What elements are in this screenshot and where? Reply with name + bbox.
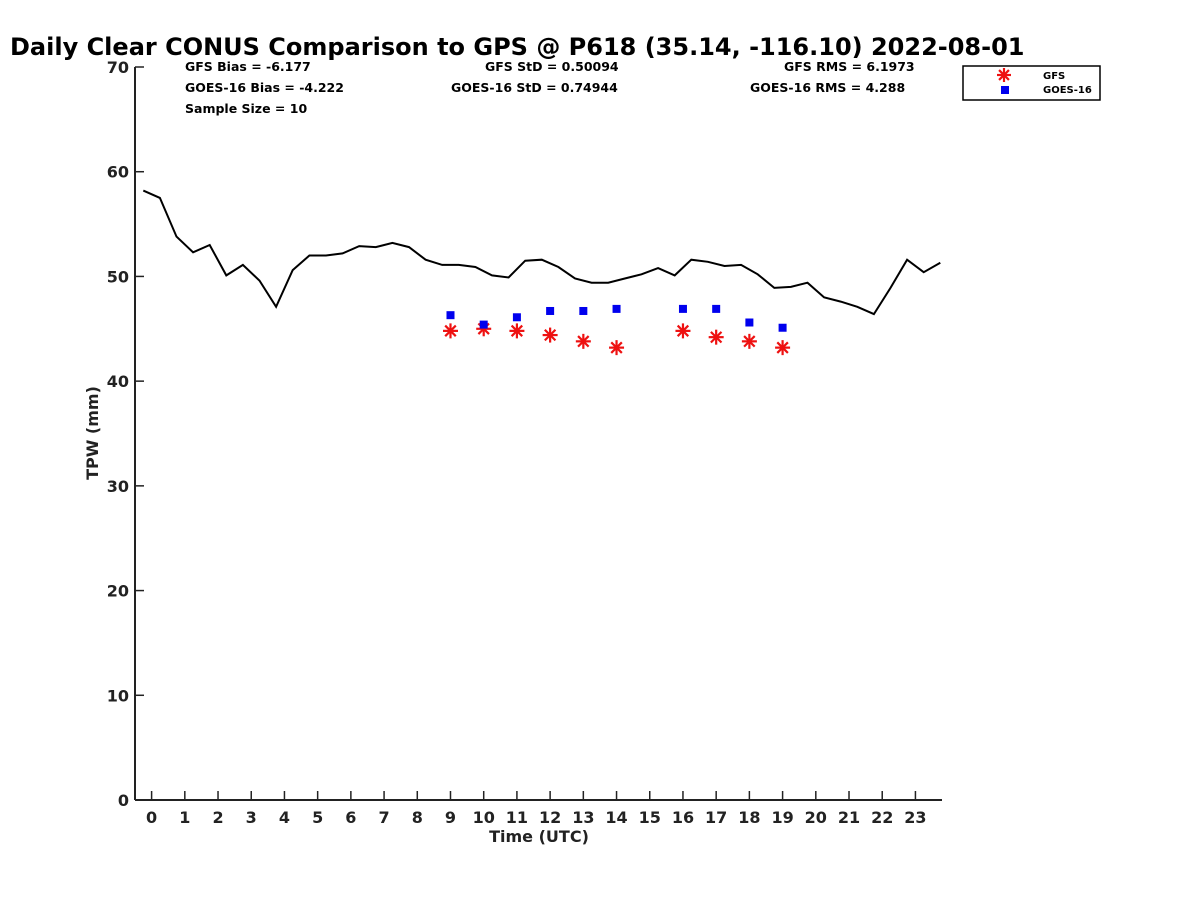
x-tick-label: 9 <box>445 808 456 827</box>
gfs-point <box>442 323 458 339</box>
gfs-point <box>775 340 791 356</box>
asterisk-stroke <box>676 324 690 337</box>
goes-point <box>512 313 521 322</box>
asterisk-stroke <box>577 335 590 348</box>
goes-std-text: GOES-16 StD = 0.74944 <box>451 80 618 95</box>
asterisk-stroke <box>544 328 557 342</box>
x-tick-label: 3 <box>246 808 257 827</box>
asterisk-stroke <box>510 324 523 337</box>
goes-point <box>712 304 721 313</box>
legend-label-goes: GOES-16 <box>1043 85 1092 96</box>
gfs-bias-text: GFS Bias = -6.177 <box>185 59 311 74</box>
x-tick-label: 7 <box>379 808 390 827</box>
x-tick-label: 4 <box>279 808 290 827</box>
goes-point <box>778 323 787 332</box>
y-tick-label: 70 <box>107 58 129 77</box>
x-tick-label: 1 <box>179 808 190 827</box>
x-tick-label: 19 <box>771 808 793 827</box>
gfs-point <box>509 323 525 339</box>
x-tick-label: 10 <box>473 808 495 827</box>
x-tick-label: 17 <box>705 808 727 827</box>
x-tick-label: 6 <box>345 808 356 827</box>
x-tick-label: 20 <box>805 808 827 827</box>
y-tick-label: 60 <box>107 163 129 182</box>
y-tick-label: 30 <box>107 477 129 496</box>
x-tick-label: 5 <box>312 808 323 827</box>
x-tick-label: 16 <box>672 808 694 827</box>
gfs-point <box>675 323 691 339</box>
y-axis-label: TPW (mm) <box>83 386 102 480</box>
asterisk-stroke <box>998 69 1010 81</box>
legend-box <box>962 65 1101 101</box>
asterisk-stroke <box>444 324 457 337</box>
goes-point <box>612 304 621 313</box>
goes-point <box>678 304 687 313</box>
chart-title: Daily Clear CONUS Comparison to GPS @ P6… <box>10 33 1024 61</box>
x-tick-label: 14 <box>605 808 627 827</box>
x-axis-label: Time (UTC) <box>489 827 589 846</box>
goes-point <box>479 320 488 329</box>
legend-marker-goes <box>1001 86 1009 94</box>
x-tick-label: 8 <box>412 808 423 827</box>
x-tick-label: 21 <box>838 808 860 827</box>
x-tick-label: 12 <box>539 808 561 827</box>
gfs-rms-text: GFS RMS = 6.1973 <box>784 59 915 74</box>
gfs-std-text: GFS StD = 0.50094 <box>485 59 619 74</box>
x-tick-label: 0 <box>146 808 157 827</box>
y-tick-label: 10 <box>107 686 129 705</box>
marker-series-group <box>442 304 791 356</box>
sample-size-text: Sample Size = 10 <box>185 101 307 116</box>
goes-point <box>745 318 754 327</box>
asterisk-stroke <box>710 331 723 344</box>
stats-block: GFS Bias = -6.177 GOES-16 Bias = -4.222 … <box>185 59 915 116</box>
goes-bias-text: GOES-16 Bias = -4.222 <box>185 80 344 95</box>
y-tick-label: 50 <box>107 267 129 286</box>
goes-point <box>446 311 455 320</box>
legend-label-gfs: GFS <box>1043 71 1065 82</box>
y-tick-label: 40 <box>107 372 129 391</box>
x-tick-label: 15 <box>639 808 661 827</box>
gfs-point <box>575 333 591 349</box>
goes-point <box>546 306 555 315</box>
asterisk-stroke <box>610 341 623 354</box>
gfs-point <box>708 329 724 345</box>
asterisk-stroke <box>776 341 789 354</box>
x-tick-label: 2 <box>212 808 223 827</box>
line-series-group <box>142 189 941 316</box>
goes-rms-text: GOES-16 RMS = 4.288 <box>750 80 905 95</box>
x-tick-label: 23 <box>904 808 926 827</box>
x-tick-label: 11 <box>506 808 528 827</box>
goes-point <box>579 306 588 315</box>
y-tick-label: 20 <box>107 582 129 601</box>
x-tick-label: 22 <box>871 808 893 827</box>
asterisk-stroke <box>743 335 756 348</box>
legend: GFS GOES-16 <box>962 65 1101 101</box>
gfs-point <box>609 340 625 356</box>
legend-marker-gfs <box>997 68 1011 82</box>
x-tick-label: 18 <box>738 808 760 827</box>
gfs-point <box>741 333 757 349</box>
y-tick-label: 0 <box>118 791 129 810</box>
gps-tpw-line <box>142 189 941 316</box>
gfs-point <box>542 327 558 343</box>
x-tick-label: 13 <box>572 808 594 827</box>
